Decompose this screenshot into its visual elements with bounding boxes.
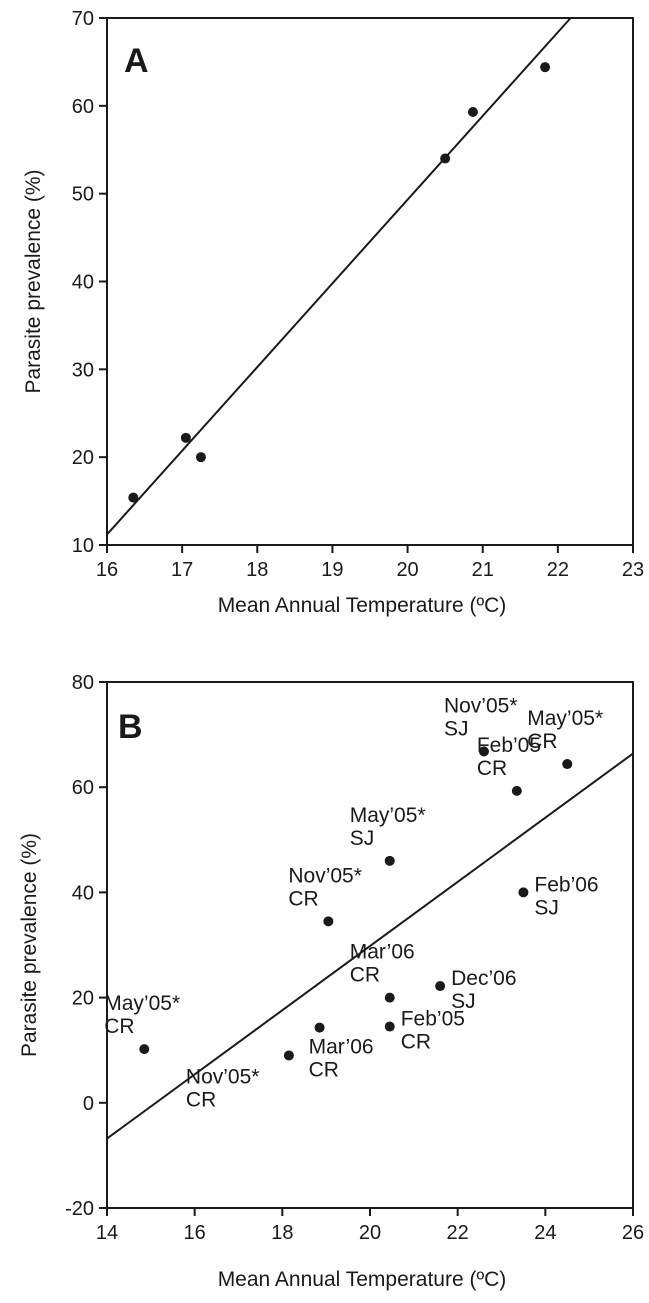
- point-label-date: Nov’05*: [186, 1065, 260, 1088]
- panel-a-chart: 16 17 18 19 20 21 22 23 10 20 30 40 50 60 70 Mean Annua…: [22, 8, 644, 617]
- point-label-site: CR: [309, 1059, 339, 1082]
- data-point: [435, 981, 446, 992]
- point-label-date: May’05*: [527, 707, 603, 730]
- x-tick-label: 22: [447, 1222, 469, 1244]
- y-tick-label: 60: [72, 777, 94, 799]
- y-axis-title: Parasite prevalence (%): [22, 169, 45, 393]
- data-point: [511, 785, 522, 796]
- data-point: [139, 1044, 150, 1055]
- x-tick-label: 19: [321, 559, 343, 581]
- panel-letter: B: [118, 708, 143, 746]
- point-label-date: Feb’05: [401, 1008, 465, 1031]
- point-label-site: CR: [527, 730, 557, 753]
- point-label-site: CR: [288, 887, 318, 910]
- data-point: [467, 106, 478, 117]
- x-tick-label: 26: [622, 1222, 644, 1244]
- point-label-date: May’05*: [104, 992, 180, 1015]
- point-label-site: CR: [104, 1015, 134, 1038]
- x-tick-label: 18: [246, 559, 268, 581]
- x-tick-label: 20: [396, 559, 418, 581]
- data-point: [478, 746, 489, 757]
- point-label-date: Nov’05*: [444, 694, 518, 717]
- point-label-site: CR: [477, 757, 507, 780]
- x-tick-label: 24: [534, 1222, 556, 1244]
- point-label-site: SJ: [350, 827, 375, 850]
- point-label-site: SJ: [534, 896, 559, 919]
- y-tick-label: 30: [72, 359, 94, 381]
- data-point: [128, 492, 139, 503]
- data-point: [314, 1022, 325, 1033]
- x-tick-label: 17: [171, 559, 193, 581]
- point-label-date: Nov’05*: [288, 864, 362, 887]
- y-tick-label: -20: [65, 1198, 94, 1220]
- x-axis-title: Mean Annual Temperature (ºC): [218, 1268, 507, 1291]
- x-tick-label: 18: [271, 1222, 293, 1244]
- plot-frame: [106, 17, 634, 546]
- y-tick-label: 20: [72, 447, 94, 469]
- y-tick-label: 50: [72, 184, 94, 206]
- point-label-site: SJ: [451, 990, 476, 1013]
- y-axis-title: Parasite prevalence (%): [18, 833, 41, 1057]
- point-label-date: Feb’06: [534, 873, 598, 896]
- y-tick-label: 20: [72, 988, 94, 1010]
- point-label-date: Mar’06: [350, 941, 415, 964]
- y-tick-label: 0: [83, 1093, 94, 1115]
- y-tick-label: 40: [72, 272, 94, 294]
- data-point: [323, 916, 334, 927]
- x-tick-label: 21: [472, 559, 494, 581]
- panel-b-chart: 14 16 18 20 22 24 26 -20 0 20 40 60 80 Mean Annual Te…: [18, 672, 644, 1291]
- x-tick-label: 14: [96, 1222, 118, 1244]
- x-tick-label: 16: [184, 1222, 206, 1244]
- point-label-date: Feb’05: [477, 734, 541, 757]
- regression-line: [106, 17, 572, 536]
- data-point: [195, 452, 206, 463]
- point-label-date: May’05*: [350, 804, 426, 827]
- point-label-date: Mar’06: [309, 1036, 374, 1059]
- point-label-site: SJ: [444, 717, 469, 740]
- x-tick-label: 23: [622, 559, 644, 581]
- point-label-site: CR: [186, 1088, 216, 1111]
- data-point: [384, 1021, 395, 1032]
- y-tick-label: 10: [72, 535, 94, 557]
- x-tick-label: 16: [96, 559, 118, 581]
- x-tick-label: 22: [547, 559, 569, 581]
- y-tick-label: 60: [72, 96, 94, 118]
- data-point: [562, 759, 573, 770]
- data-point: [518, 887, 529, 898]
- x-axis-title: Mean Annual Temperature (ºC): [218, 594, 507, 617]
- y-tick-label: 40: [72, 882, 94, 904]
- y-tick-label: 70: [72, 8, 94, 30]
- x-tick-label: 20: [359, 1222, 381, 1244]
- data-point: [384, 855, 395, 866]
- data-point: [384, 992, 395, 1003]
- point-label-date: Dec’06: [451, 967, 516, 990]
- data-point: [180, 432, 191, 443]
- point-label-site: CR: [401, 1031, 431, 1054]
- y-tick-label: 80: [72, 672, 94, 694]
- panel-letter: A: [124, 42, 149, 80]
- data-point: [440, 153, 451, 164]
- data-point: [540, 62, 551, 73]
- point-label-site: CR: [350, 964, 380, 987]
- data-point: [283, 1050, 294, 1061]
- regression-line: [106, 752, 634, 1140]
